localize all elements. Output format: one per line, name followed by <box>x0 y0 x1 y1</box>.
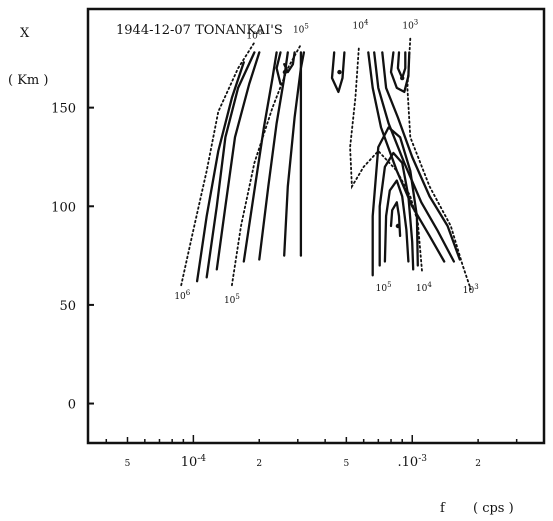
solid-contour-12 <box>381 51 461 261</box>
x-axis: 5 10-4 2 5 .10-3 2 <box>105 435 545 470</box>
bottom-level-label-2: 105 <box>376 281 392 294</box>
solid-contour-1 <box>205 51 256 279</box>
x-tick-label-1: 10-4 <box>181 454 207 470</box>
bottom-level-label-4: 103 <box>463 283 479 296</box>
x-tick-label-0: 5 <box>125 459 131 469</box>
top-level-label-1: 105 <box>293 23 309 36</box>
solid-contour-16 <box>378 151 415 271</box>
bottom-level-label-3: 104 <box>416 281 432 294</box>
solid-contour-15 <box>371 126 419 277</box>
bottom-level-label-0: 106 <box>174 289 190 302</box>
solid-contour-4 <box>258 51 289 261</box>
x-tick-label-3: 5 <box>343 459 349 469</box>
solid-contour-2 <box>215 51 261 271</box>
contour-layer <box>180 37 472 290</box>
plot-frame <box>86 7 546 445</box>
y-axis-unit: ( Km ) <box>8 73 48 88</box>
marker-layer <box>282 69 405 229</box>
center-mark-0 <box>282 69 288 75</box>
center-mark-2 <box>400 75 405 81</box>
solid-contour-3 <box>242 51 278 263</box>
y-tick-label-150: 150 <box>51 102 76 117</box>
solid-contour-10 <box>367 51 446 263</box>
x-tick-label-5: 2 <box>475 459 481 469</box>
y-tick-label-100: 100 <box>51 200 76 215</box>
bottom-level-label-1: 105 <box>224 293 240 306</box>
solid-contour-9 <box>330 51 346 94</box>
dashed-contour-105-1 <box>231 43 302 287</box>
y-tick-label-0: 0 <box>68 398 76 413</box>
x-axis-unit: ( cps ) <box>473 501 514 516</box>
solid-contour-17 <box>383 179 410 263</box>
x-tick-label-2: 2 <box>256 459 262 469</box>
top-level-label-2: 104 <box>352 19 368 32</box>
center-mark-1 <box>337 69 342 75</box>
solid-contour-7 <box>275 51 282 86</box>
chart-title: 1944-12-07 TONANKAI'S <box>116 23 283 38</box>
contour-label-layer: 106 105 104 103 106 105 105 104 103 <box>174 19 478 306</box>
solid-contour-14 <box>396 51 407 80</box>
solid-contour-0 <box>195 61 245 283</box>
y-axis: 0 50 100 150 <box>51 102 94 413</box>
top-level-label-0: 106 <box>246 29 262 42</box>
center-mark-3 <box>395 223 401 229</box>
x-tick-label-4: .10-3 <box>398 454 428 470</box>
dashed-contour-104-2 <box>349 47 424 275</box>
solid-contour-18 <box>389 201 402 238</box>
solid-contour-11 <box>373 51 456 263</box>
top-level-label-3: 103 <box>402 19 418 32</box>
y-tick-label-50: 50 <box>59 299 76 314</box>
dashed-contour-103-3 <box>406 37 472 290</box>
dashed-contour-106-0 <box>180 41 256 287</box>
y-axis-label: X <box>20 26 30 41</box>
x-axis-label: f <box>440 501 446 516</box>
